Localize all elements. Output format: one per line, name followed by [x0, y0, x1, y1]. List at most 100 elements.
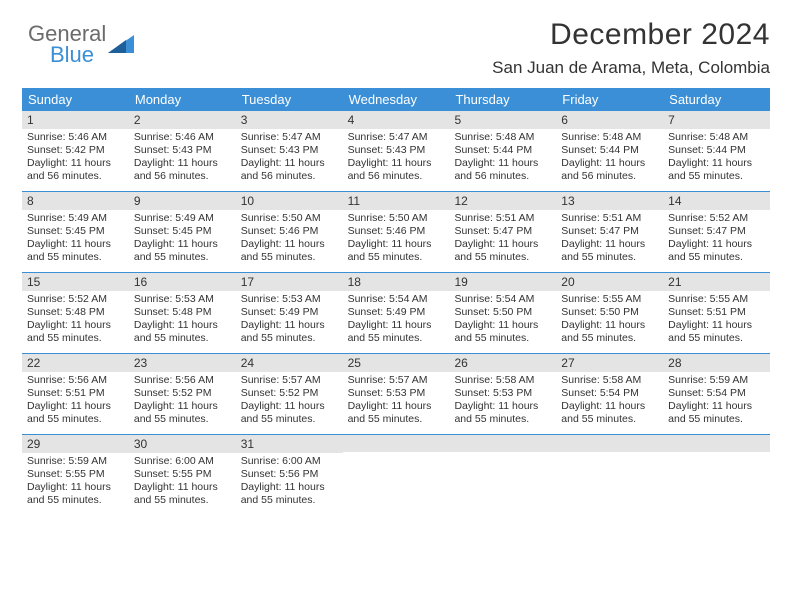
daylight-line: Daylight: 11 hours and 55 minutes.: [241, 400, 338, 426]
sunrise-line: Sunrise: 5:55 AM: [668, 293, 765, 306]
title-block: December 2024 San Juan de Arama, Meta, C…: [492, 18, 770, 78]
day-body: Sunrise: 5:59 AMSunset: 5:54 PMDaylight:…: [663, 372, 770, 434]
day-number: 3: [236, 111, 343, 129]
sunset-line: Sunset: 5:52 PM: [241, 387, 338, 400]
week-row: 15 Sunrise: 5:52 AMSunset: 5:48 PM Dayligh…: [22, 272, 770, 353]
sunset-line: Sunset: 5:47 PM: [668, 225, 765, 238]
calendar-grid: SundayMondayTuesdayWednesdayThursdayFrid…: [22, 88, 770, 515]
sunrise-line: Sunrise: 5:48 AM: [668, 131, 765, 144]
daylight-line: Daylight: 11 hours and 55 minutes.: [668, 400, 765, 426]
sunset-line: Sunset: 5:43 PM: [134, 144, 231, 157]
sunset-line: Sunset: 5:42 PM: [27, 144, 124, 157]
daylight-line: Daylight: 11 hours and 55 minutes.: [134, 319, 231, 345]
daylight-line: Daylight: 11 hours and 55 minutes.: [454, 238, 551, 264]
day-number: 12: [449, 192, 556, 210]
daylight-line: Daylight: 11 hours and 55 minutes.: [454, 400, 551, 426]
day-cell: 15Sunrise: 5:52 AMSunset: 5:48 PMDayligh…: [22, 273, 129, 353]
daylight-line: Daylight: 11 hours and 55 minutes.: [241, 319, 338, 345]
sunset-line: Sunset: 5:50 PM: [454, 306, 551, 319]
sunset-line: Sunset: 5:54 PM: [668, 387, 765, 400]
day-cell: 4Sunrise: 5:47 AMSunset: 5:43 PMDaylight…: [343, 111, 450, 191]
daylight-line: Daylight: 11 hours and 55 minutes.: [241, 481, 338, 507]
day-cell: [343, 435, 450, 515]
day-number: 20: [556, 273, 663, 291]
day-cell: 17Sunrise: 5:53 AMSunset: 5:49 PMDayligh…: [236, 273, 343, 353]
sunset-line: Sunset: 5:51 PM: [27, 387, 124, 400]
sunrise-line: Sunrise: 5:52 AM: [27, 293, 124, 306]
day-body: Sunrise: 5:46 AMSunset: 5:42 PMDaylight:…: [22, 129, 129, 191]
day-body: Sunrise: 5:53 AMSunset: 5:49 PMDaylight:…: [236, 291, 343, 353]
day-body: Sunrise: 5:56 AMSunset: 5:52 PMDaylight:…: [129, 372, 236, 434]
day-number: 11: [343, 192, 450, 210]
day-cell: 31Sunrise: 6:00 AMSunset: 5:56 PMDayligh…: [236, 435, 343, 515]
week-row: 22Sunrise: 5:56 AMSunset: 5:51 PMDayligh…: [22, 353, 770, 434]
logo-text-block: General Blue: [28, 24, 106, 66]
day-number: 15: [22, 273, 129, 291]
day-body: Sunrise: 5:57 AMSunset: 5:52 PMDaylight:…: [236, 372, 343, 434]
daylight-line: Daylight: 11 hours and 55 minutes.: [27, 481, 124, 507]
day-body: Sunrise: 5:47 AMSunset: 5:43 PMDaylight:…: [343, 129, 450, 191]
sunrise-line: Sunrise: 5:47 AM: [348, 131, 445, 144]
sunrise-line: Sunrise: 5:58 AM: [454, 374, 551, 387]
day-number: [449, 435, 556, 452]
daylight-line: Daylight: 11 hours and 55 minutes.: [561, 319, 658, 345]
day-number: 16: [129, 273, 236, 291]
day-cell: 8Sunrise: 5:49 AMSunset: 5:45 PMDaylight…: [22, 192, 129, 272]
sunset-line: Sunset: 5:43 PM: [348, 144, 445, 157]
day-cell: 22Sunrise: 5:56 AMSunset: 5:51 PMDayligh…: [22, 354, 129, 434]
weeks-container: 1Sunrise: 5:46 AMSunset: 5:42 PMDaylight…: [22, 111, 770, 515]
day-body: Sunrise: 5:48 AMSunset: 5:44 PMDaylight:…: [556, 129, 663, 191]
day-body: Sunrise: 5:47 AMSunset: 5:43 PMDaylight:…: [236, 129, 343, 191]
day-number: 19: [449, 273, 556, 291]
sunrise-line: Sunrise: 5:59 AM: [27, 455, 124, 468]
dow-cell: Thursday: [449, 88, 556, 111]
day-number: 13: [556, 192, 663, 210]
day-cell: 24Sunrise: 5:57 AMSunset: 5:52 PMDayligh…: [236, 354, 343, 434]
sunrise-line: Sunrise: 6:00 AM: [134, 455, 231, 468]
sunset-line: Sunset: 5:55 PM: [134, 468, 231, 481]
sunrise-line: Sunrise: 5:46 AM: [27, 131, 124, 144]
day-cell: 12Sunrise: 5:51 AMSunset: 5:47 PMDayligh…: [449, 192, 556, 272]
daylight-line: Daylight: 11 hours and 55 minutes.: [348, 238, 445, 264]
sunset-line: Sunset: 5:45 PM: [134, 225, 231, 238]
day-body: Sunrise: 5:55 AMSunset: 5:51 PMDaylight:…: [663, 291, 770, 353]
day-cell: 16Sunrise: 5:53 AMSunset: 5:48 PMDayligh…: [129, 273, 236, 353]
sunset-line: Sunset: 5:47 PM: [561, 225, 658, 238]
dow-cell: Tuesday: [236, 88, 343, 111]
days-of-week-row: SundayMondayTuesdayWednesdayThursdayFrid…: [22, 88, 770, 111]
day-cell: 10Sunrise: 5:50 AMSunset: 5:46 PMDayligh…: [236, 192, 343, 272]
sunset-line: Sunset: 5:56 PM: [241, 468, 338, 481]
sunrise-line: Sunrise: 5:47 AM: [241, 131, 338, 144]
sunset-line: Sunset: 5:55 PM: [27, 468, 124, 481]
logo: General Blue: [28, 24, 134, 66]
day-cell: 3Sunrise: 5:47 AMSunset: 5:43 PMDaylight…: [236, 111, 343, 191]
dow-cell: Friday: [556, 88, 663, 111]
sunset-line: Sunset: 5:44 PM: [454, 144, 551, 157]
daylight-line: Daylight: 11 hours and 55 minutes.: [561, 238, 658, 264]
header-row: General Blue December 2024 San Juan de A…: [22, 18, 770, 78]
day-number: 8: [22, 192, 129, 210]
sunset-line: Sunset: 5:48 PM: [27, 306, 124, 319]
logo-line2: Blue: [50, 45, 106, 66]
day-number: 4: [343, 111, 450, 129]
calendar-page: General Blue December 2024 San Juan de A…: [0, 0, 792, 515]
day-number: 14: [663, 192, 770, 210]
sunrise-line: Sunrise: 5:51 AM: [561, 212, 658, 225]
daylight-line: Daylight: 11 hours and 55 minutes.: [348, 400, 445, 426]
day-body: Sunrise: 5:49 AMSunset: 5:45 PMDaylight:…: [129, 210, 236, 272]
day-number: 10: [236, 192, 343, 210]
day-body: Sunrise: 5:54 AMSunset: 5:50 PMDaylight:…: [449, 291, 556, 353]
day-body: Sunrise: 5:52 AMSunset: 5:47 PMDaylight:…: [663, 210, 770, 272]
sunset-line: Sunset: 5:52 PM: [134, 387, 231, 400]
week-row: 29Sunrise: 5:59 AMSunset: 5:55 PMDayligh…: [22, 434, 770, 515]
logo-triangle-icon: [108, 31, 134, 58]
location-text: San Juan de Arama, Meta, Colombia: [492, 58, 770, 78]
sunset-line: Sunset: 5:46 PM: [348, 225, 445, 238]
day-body: [556, 452, 663, 514]
day-number: 18: [343, 273, 450, 291]
daylight-line: Daylight: 11 hours and 55 minutes.: [454, 319, 551, 345]
day-number: 26: [449, 354, 556, 372]
day-number: 25: [343, 354, 450, 372]
day-cell: 2Sunrise: 5:46 AMSunset: 5:43 PMDaylight…: [129, 111, 236, 191]
sunset-line: Sunset: 5:44 PM: [668, 144, 765, 157]
